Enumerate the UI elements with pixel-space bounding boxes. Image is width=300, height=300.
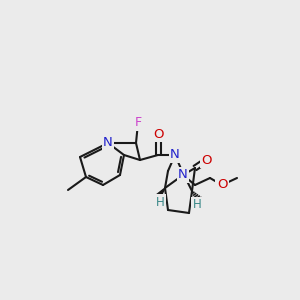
Text: F: F	[134, 116, 142, 130]
Text: N: N	[178, 169, 188, 182]
Text: O: O	[217, 178, 227, 191]
Text: O: O	[153, 128, 163, 140]
Text: O: O	[202, 154, 212, 166]
Text: N: N	[170, 148, 180, 161]
Text: H: H	[193, 199, 201, 212]
Text: N: N	[103, 136, 113, 149]
Text: H: H	[156, 196, 164, 208]
Polygon shape	[155, 188, 165, 200]
